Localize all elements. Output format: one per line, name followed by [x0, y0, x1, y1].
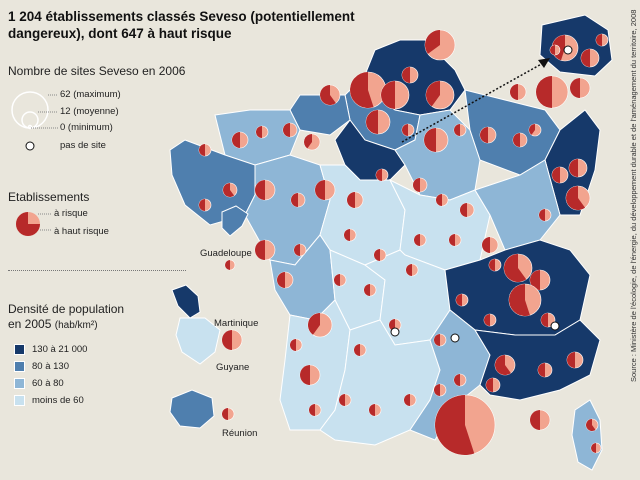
density-swatch-3	[14, 378, 25, 389]
region-franche-comte	[474, 159, 561, 251]
size-legend-heading: Nombre de sites Seveso en 2006	[8, 64, 186, 78]
density-legend-subheading: en 2005 (hab/km²)	[8, 317, 98, 331]
map-title: 1 204 établissements classés Seveso (pot…	[8, 9, 355, 41]
size-legend-label-min: 0 (minimum)	[60, 122, 113, 133]
size-legend-circles	[11, 91, 58, 130]
density-label-4: moins de 60	[32, 395, 84, 406]
label-guyane: Guyane	[216, 362, 250, 373]
density-unit: (hab/km²)	[54, 320, 98, 331]
density-label-2: 80 à 130	[32, 361, 69, 372]
etab-legend-high-risk: à haut risque	[54, 226, 109, 237]
region-paca	[474, 319, 601, 401]
no-site-circle	[25, 141, 35, 151]
density-swatch-2	[14, 361, 25, 372]
region-centre	[319, 164, 406, 266]
etab-legend-circle	[16, 212, 52, 236]
outremer-shapes	[169, 205, 249, 429]
density-swatch-1	[14, 344, 25, 355]
label-reunion: Réunion	[222, 428, 258, 439]
label-martinique: Martinique	[214, 318, 259, 329]
legend-separator	[8, 270, 186, 271]
guadeloupe-shape	[221, 205, 249, 237]
mainland-france	[169, 39, 603, 471]
etab-legend-risk: à risque	[54, 208, 88, 219]
guyane-shape	[175, 317, 221, 365]
density-label-3: 60 à 80	[32, 378, 64, 389]
reunion-shape	[169, 389, 215, 429]
size-circle-min	[27, 124, 33, 130]
density-label-1: 130 à 21 000	[32, 344, 88, 355]
size-legend-label-max: 62 (maximum)	[60, 89, 121, 100]
etab-legend-heading: Etablissements	[8, 190, 90, 204]
seveso-circles	[198, 29, 609, 456]
source-note: Source : Ministère de l'écologie, de l'é…	[629, 10, 638, 383]
density-swatch-4	[14, 395, 25, 406]
size-legend-label-mean: 12 (moyenne)	[60, 106, 119, 117]
region-corse	[571, 399, 603, 471]
density-legend-heading: Densité de population	[8, 302, 125, 316]
no-site-label: pas de site	[60, 140, 106, 151]
label-guadeloupe: Guadeloupe	[200, 248, 252, 259]
martinique-shape	[171, 284, 201, 319]
size-circle-max	[11, 91, 49, 129]
